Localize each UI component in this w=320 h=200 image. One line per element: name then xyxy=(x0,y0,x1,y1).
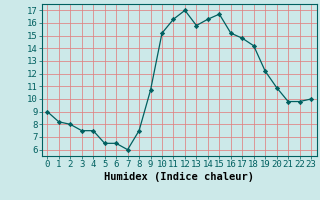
X-axis label: Humidex (Indice chaleur): Humidex (Indice chaleur) xyxy=(104,172,254,182)
